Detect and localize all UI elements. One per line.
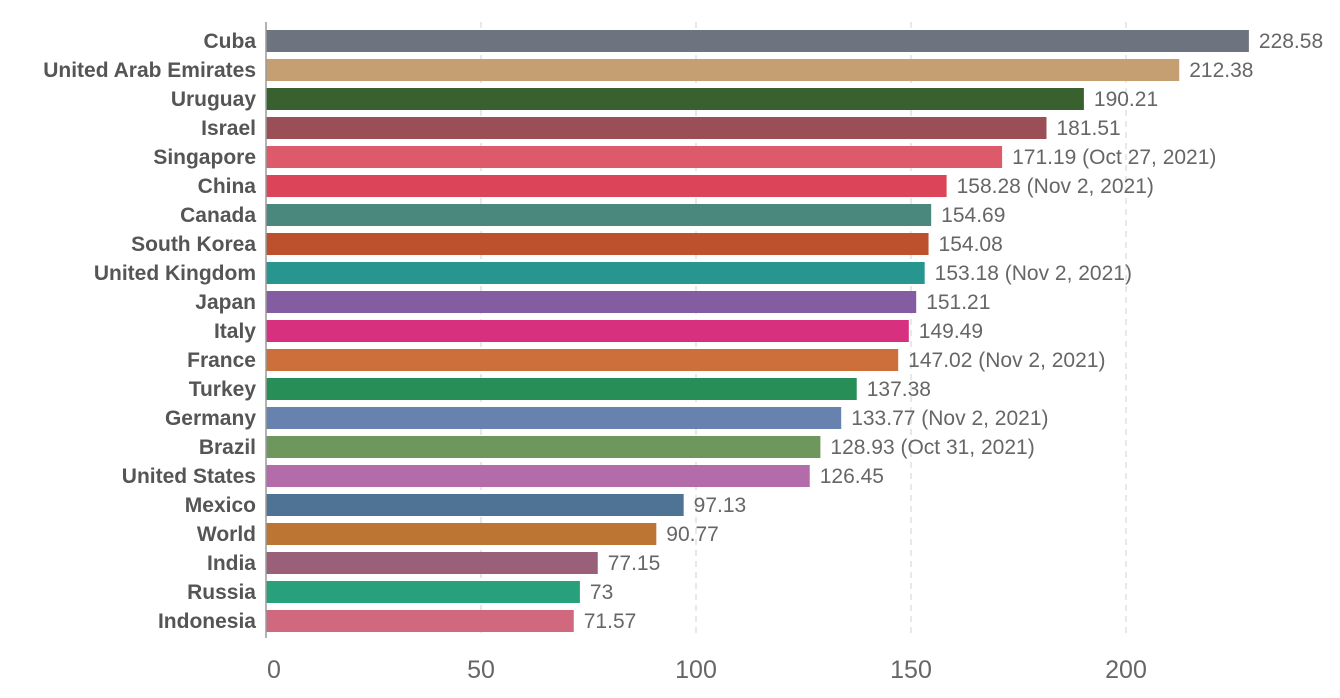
value-label: 228.58 [1259, 30, 1323, 53]
bar-mexico [266, 494, 684, 516]
value-label: 181.51 [1056, 117, 1120, 140]
category-label: China [198, 175, 257, 198]
category-label: Germany [165, 407, 256, 430]
x-tick-label: 200 [1105, 656, 1147, 684]
bar-uruguay [266, 88, 1084, 110]
bar-israel [266, 117, 1047, 139]
category-label: World [197, 523, 256, 546]
bar-china [266, 175, 947, 197]
value-label: 158.28 (Nov 2, 2021) [957, 175, 1154, 198]
category-label: Turkey [189, 378, 257, 401]
value-labels: 228.58 212.38 190.21 181.51 171.19 (Oct 27, … [584, 30, 1323, 633]
bar-japan [266, 291, 917, 313]
x-tick-label: 150 [890, 656, 932, 684]
value-label: 137.38 [867, 378, 931, 401]
value-label: 73 [590, 581, 613, 604]
value-label: 154.69 [941, 204, 1005, 227]
value-label: 90.77 [666, 523, 719, 546]
category-label: United Kingdom [94, 262, 256, 285]
bar-canada [266, 204, 932, 226]
category-labels: Cuba United Arab Emirates Uruguay Israel Sin… [43, 30, 256, 633]
value-label: 133.77 (Nov 2, 2021) [851, 407, 1048, 430]
value-label: 149.49 [919, 320, 983, 343]
value-label: 212.38 [1189, 59, 1253, 82]
category-label: France [187, 349, 256, 372]
category-label: Singapore [153, 146, 256, 169]
bar-united-arab-emirates [266, 59, 1180, 81]
bar-united-kingdom [266, 262, 925, 284]
category-label: India [207, 552, 256, 575]
value-label: 126.45 [820, 465, 884, 488]
category-label: Uruguay [171, 88, 257, 111]
bar-india [266, 552, 598, 574]
value-label: 147.02 (Nov 2, 2021) [908, 349, 1105, 372]
bar-world [266, 523, 657, 545]
value-label: 77.15 [608, 552, 661, 575]
category-label: Israel [201, 117, 256, 140]
bar-brazil [266, 436, 821, 458]
value-label: 153.18 (Nov 2, 2021) [935, 262, 1132, 285]
bar-south-korea [266, 233, 929, 255]
category-label: Cuba [204, 30, 257, 53]
value-label: 128.93 (Oct 31, 2021) [830, 436, 1034, 459]
bar-russia [266, 581, 580, 603]
category-label: Brazil [199, 436, 256, 459]
x-tick-label: 100 [675, 656, 717, 684]
category-label: Indonesia [158, 610, 256, 633]
bar-cuba [266, 30, 1249, 52]
bar-united-states [266, 465, 810, 487]
category-label: Russia [187, 581, 256, 604]
value-label: 190.21 [1094, 88, 1158, 111]
value-label: 151.21 [926, 291, 990, 314]
bar-turkey [266, 378, 857, 400]
category-label: United States [122, 465, 256, 488]
bar-italy [266, 320, 909, 342]
category-label: United Arab Emirates [43, 59, 256, 82]
bar-singapore [266, 146, 1003, 168]
category-label: Japan [195, 291, 256, 314]
value-label: 97.13 [694, 494, 747, 517]
value-label: 71.57 [584, 610, 637, 633]
category-label: South Korea [131, 233, 256, 256]
x-axis-tick-labels: 0 50 100 150 200 [267, 656, 1147, 684]
value-label: 171.19 (Oct 27, 2021) [1012, 146, 1216, 169]
bar-indonesia [266, 610, 574, 632]
x-tick-label: 50 [467, 656, 495, 684]
x-tick-label: 0 [267, 656, 281, 684]
bars [266, 30, 1249, 632]
category-label: Mexico [185, 494, 256, 517]
bar-france [266, 349, 899, 371]
category-label: Canada [180, 204, 256, 227]
category-label: Italy [214, 320, 256, 343]
bar-germany [266, 407, 842, 429]
value-label: 154.08 [939, 233, 1003, 256]
